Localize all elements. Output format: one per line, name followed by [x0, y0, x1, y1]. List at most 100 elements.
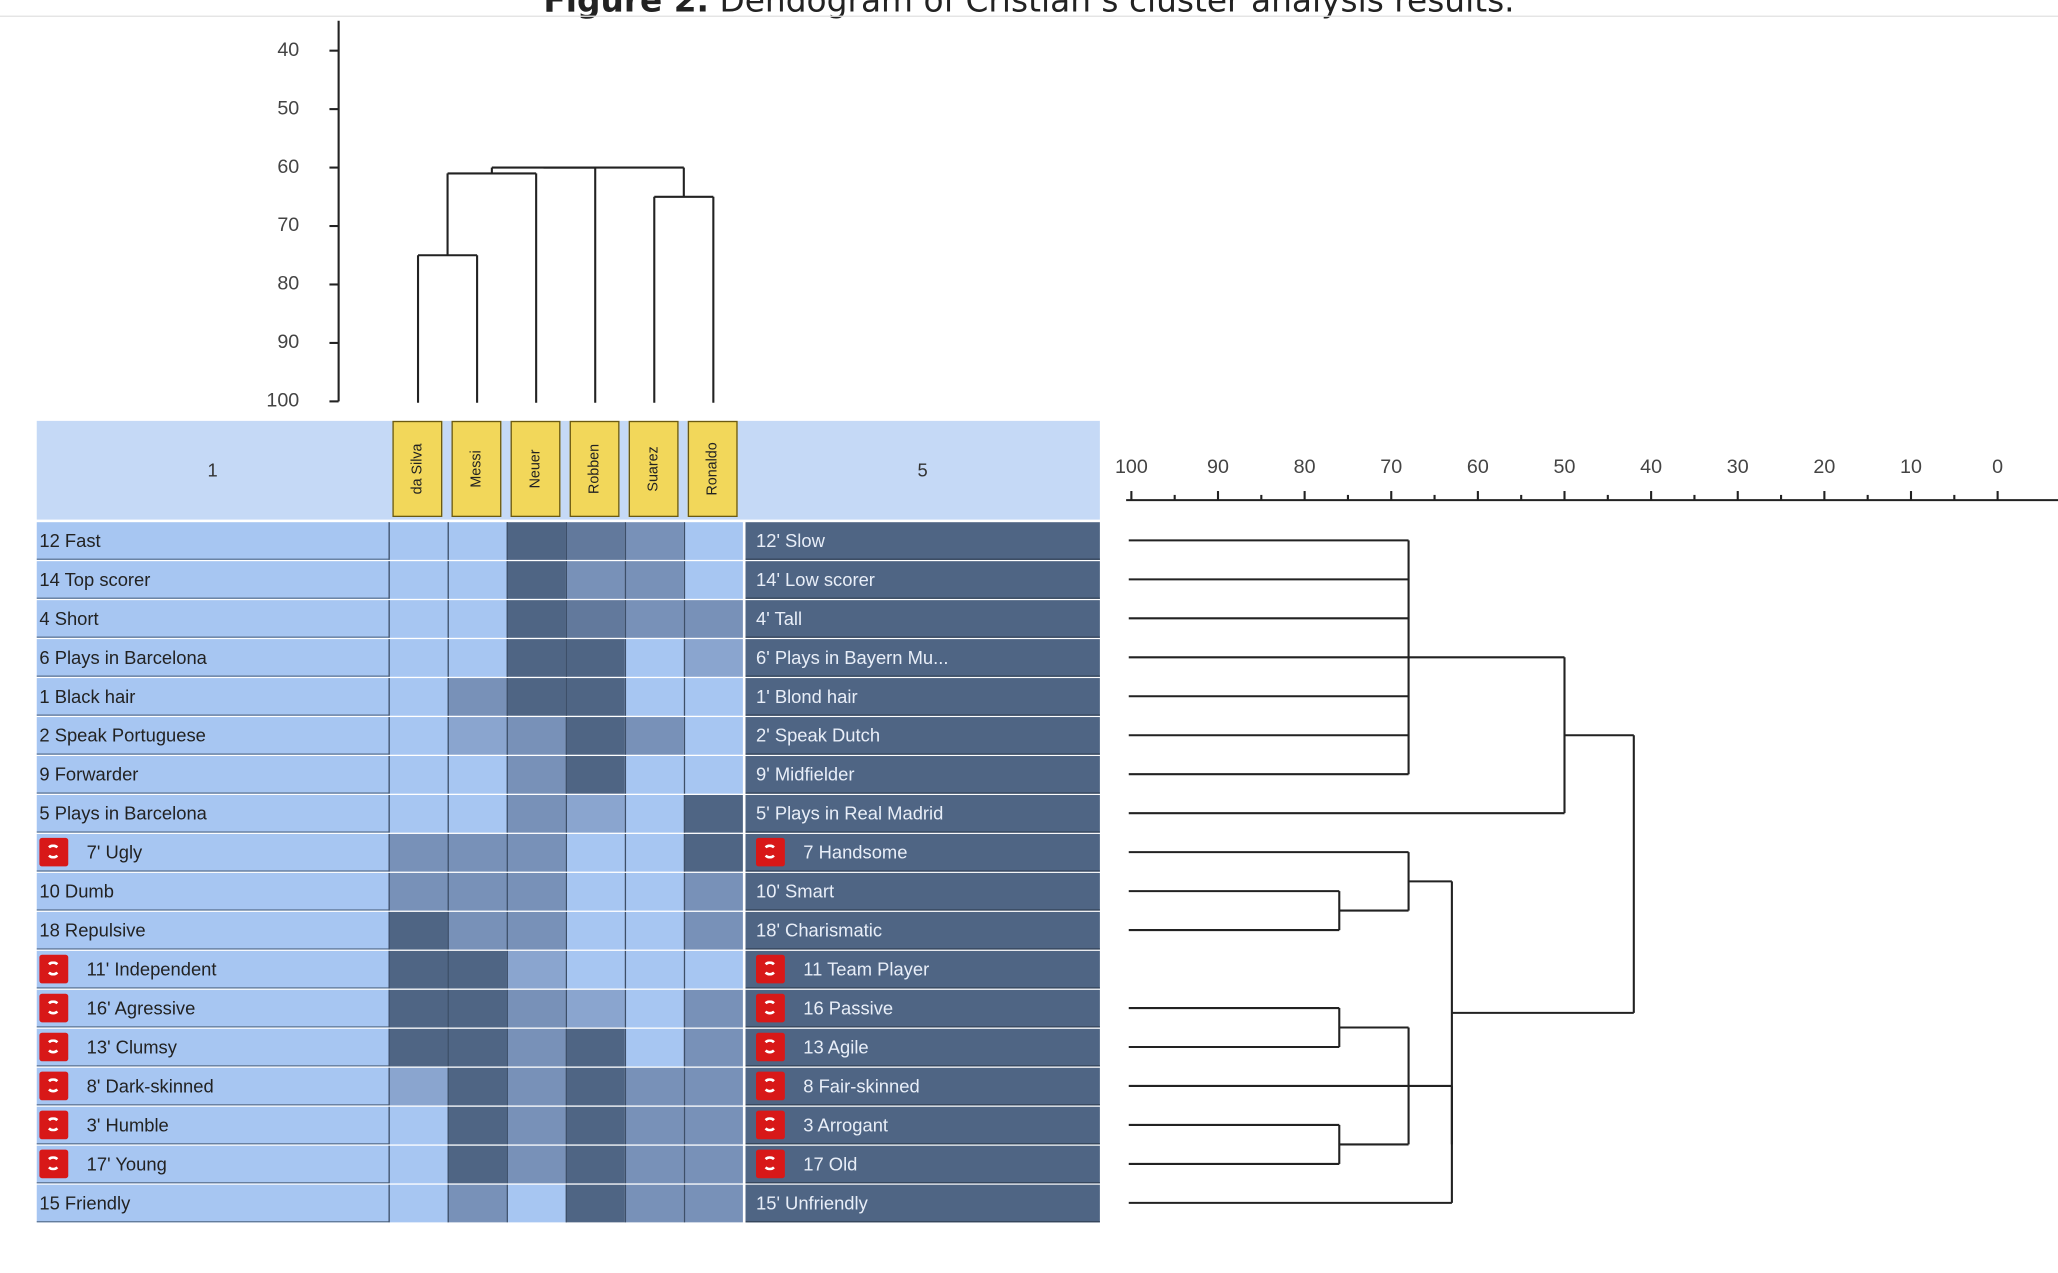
- rating-cell[interactable]: [624, 678, 684, 716]
- rating-cell[interactable]: [447, 911, 507, 950]
- rating-cell[interactable]: [388, 561, 448, 599]
- rating-cell[interactable]: [447, 639, 507, 677]
- rating-cell[interactable]: [506, 989, 566, 1028]
- rating-cell[interactable]: [683, 639, 743, 677]
- rating-cell[interactable]: [683, 1067, 743, 1106]
- rating-cell[interactable]: [624, 717, 684, 755]
- rating-cell[interactable]: [506, 1106, 566, 1145]
- rating-cell[interactable]: [388, 1028, 448, 1067]
- rating-cell[interactable]: [565, 1184, 625, 1223]
- rating-cell[interactable]: [388, 794, 448, 833]
- rating-cell[interactable]: [447, 1067, 507, 1106]
- rating-cell[interactable]: [565, 1145, 625, 1184]
- right-pole-label[interactable]: 2' Speak Dutch: [745, 717, 1100, 755]
- rating-cell[interactable]: [447, 872, 507, 911]
- rating-cell[interactable]: [388, 872, 448, 911]
- left-pole-label[interactable]: 4 Short: [36, 600, 389, 638]
- rating-cell[interactable]: [506, 522, 566, 560]
- rating-cell[interactable]: [506, 794, 566, 833]
- rating-cell[interactable]: [565, 1106, 625, 1145]
- rating-cell[interactable]: [506, 911, 566, 950]
- rating-cell[interactable]: [683, 561, 743, 599]
- rating-cell[interactable]: [624, 1028, 684, 1067]
- element-header[interactable]: da Silva: [392, 420, 443, 518]
- rating-cell[interactable]: [624, 1106, 684, 1145]
- rating-cell[interactable]: [447, 989, 507, 1028]
- element-header[interactable]: Neuer: [510, 420, 561, 518]
- rating-cell[interactable]: [388, 600, 448, 638]
- right-pole-label[interactable]: 8 Fair-skinned: [745, 1067, 1100, 1106]
- rating-cell[interactable]: [388, 639, 448, 677]
- left-pole-label[interactable]: 14 Top scorer: [36, 561, 389, 599]
- rating-cell[interactable]: [624, 522, 684, 560]
- rating-cell[interactable]: [624, 1184, 684, 1223]
- rating-cell[interactable]: [683, 989, 743, 1028]
- reverse-pole-icon[interactable]: [756, 1149, 785, 1179]
- reverse-pole-icon[interactable]: [39, 1032, 69, 1062]
- rating-cell[interactable]: [624, 1145, 684, 1184]
- right-pole-label[interactable]: 10' Smart: [745, 872, 1100, 911]
- rating-cell[interactable]: [565, 794, 625, 833]
- rating-cell[interactable]: [506, 1184, 566, 1223]
- rating-cell[interactable]: [388, 950, 448, 989]
- right-pole-label[interactable]: 17 Old: [745, 1145, 1100, 1184]
- right-pole-label[interactable]: 7 Handsome: [745, 833, 1100, 872]
- rating-cell[interactable]: [506, 756, 566, 794]
- rating-cell[interactable]: [683, 794, 743, 833]
- right-pole-label[interactable]: 12' Slow: [745, 522, 1100, 560]
- left-pole-label[interactable]: 10 Dumb: [36, 872, 389, 911]
- rating-cell[interactable]: [624, 756, 684, 794]
- rating-cell[interactable]: [624, 833, 684, 872]
- rating-cell[interactable]: [624, 600, 684, 638]
- reverse-pole-icon[interactable]: [39, 954, 69, 984]
- rating-cell[interactable]: [447, 756, 507, 794]
- rating-cell[interactable]: [624, 872, 684, 911]
- rating-cell[interactable]: [683, 1106, 743, 1145]
- rating-cell[interactable]: [683, 872, 743, 911]
- right-pole-label[interactable]: 1' Blond hair: [745, 678, 1100, 716]
- rating-cell[interactable]: [565, 717, 625, 755]
- left-pole-label[interactable]: 7' Ugly: [36, 833, 389, 872]
- right-pole-label[interactable]: 16 Passive: [745, 989, 1100, 1028]
- rating-cell[interactable]: [388, 911, 448, 950]
- right-pole-label[interactable]: 4' Tall: [745, 600, 1100, 638]
- rating-cell[interactable]: [565, 756, 625, 794]
- rating-cell[interactable]: [506, 1067, 566, 1106]
- rating-cell[interactable]: [447, 717, 507, 755]
- left-pole-label[interactable]: 13' Clumsy: [36, 1028, 389, 1067]
- rating-cell[interactable]: [447, 794, 507, 833]
- left-pole-label[interactable]: 5 Plays in Barcelona: [36, 794, 389, 833]
- left-pole-label[interactable]: 2 Speak Portuguese: [36, 717, 389, 755]
- reverse-pole-icon[interactable]: [39, 1071, 69, 1101]
- left-pole-label[interactable]: 6 Plays in Barcelona: [36, 639, 389, 677]
- rating-cell[interactable]: [683, 833, 743, 872]
- right-pole-label[interactable]: 11 Team Player: [745, 950, 1100, 989]
- rating-cell[interactable]: [624, 1067, 684, 1106]
- right-pole-label[interactable]: 15' Unfriendly: [745, 1184, 1100, 1223]
- reverse-pole-icon[interactable]: [756, 1071, 785, 1101]
- rating-cell[interactable]: [624, 989, 684, 1028]
- rating-cell[interactable]: [565, 950, 625, 989]
- rating-cell[interactable]: [565, 600, 625, 638]
- left-pole-label[interactable]: 3' Humble: [36, 1106, 389, 1145]
- element-header[interactable]: Messi: [451, 420, 502, 518]
- left-pole-label[interactable]: 1 Black hair: [36, 678, 389, 716]
- rating-cell[interactable]: [624, 950, 684, 989]
- rating-cell[interactable]: [506, 950, 566, 989]
- left-pole-label[interactable]: 16' Agressive: [36, 989, 389, 1028]
- element-header[interactable]: Robben: [569, 420, 620, 518]
- rating-cell[interactable]: [506, 678, 566, 716]
- right-pole-label[interactable]: 14' Low scorer: [745, 561, 1100, 599]
- rating-cell[interactable]: [447, 678, 507, 716]
- left-pole-label[interactable]: 8' Dark-skinned: [36, 1067, 389, 1106]
- rating-cell[interactable]: [388, 717, 448, 755]
- rating-cell[interactable]: [683, 600, 743, 638]
- rating-cell[interactable]: [624, 794, 684, 833]
- rating-cell[interactable]: [683, 950, 743, 989]
- rating-cell[interactable]: [624, 639, 684, 677]
- rating-cell[interactable]: [683, 1145, 743, 1184]
- rating-cell[interactable]: [388, 678, 448, 716]
- rating-cell[interactable]: [388, 756, 448, 794]
- rating-cell[interactable]: [388, 1184, 448, 1223]
- rating-cell[interactable]: [506, 717, 566, 755]
